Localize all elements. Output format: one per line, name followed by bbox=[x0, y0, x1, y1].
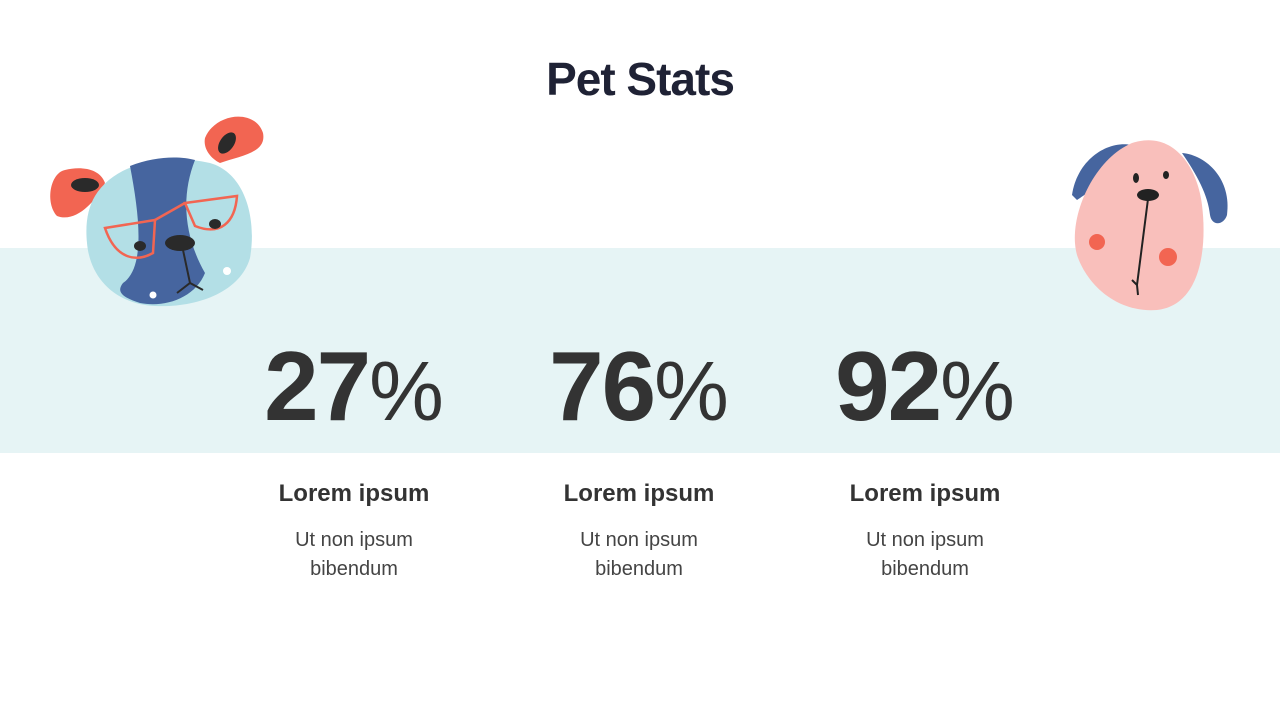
stat-unit: % bbox=[940, 344, 1015, 438]
stat-description-line2: bibendum bbox=[881, 558, 969, 580]
stat-value: 76 bbox=[549, 331, 656, 441]
stat-description-line1: Ut non ipsum bbox=[866, 529, 984, 551]
stat-description-line1: Ut non ipsum bbox=[295, 529, 413, 551]
stat-value: 92 bbox=[835, 331, 942, 441]
stat-heading: Lorem ipsum bbox=[563, 480, 715, 507]
stat-unit: % bbox=[654, 344, 729, 438]
pink-dog-icon bbox=[1072, 140, 1228, 311]
stat-description-line2: bibendum bbox=[310, 558, 398, 580]
stat-unit: % bbox=[369, 344, 444, 438]
stat-heading: Lorem ipsum bbox=[278, 480, 430, 507]
page-title: Pet Stats bbox=[546, 53, 735, 105]
stat-value: 27 bbox=[264, 331, 371, 441]
stat-heading: Lorem ipsum bbox=[849, 480, 1001, 507]
stat-description-line2: bibendum bbox=[595, 558, 683, 580]
stat-description-line1: Ut non ipsum bbox=[580, 529, 698, 551]
dog-with-glasses-icon bbox=[50, 116, 264, 307]
